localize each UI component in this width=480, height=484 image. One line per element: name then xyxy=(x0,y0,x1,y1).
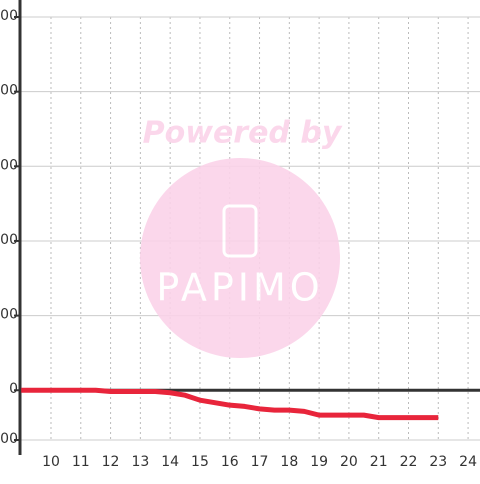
x-tick-label: 15 xyxy=(191,454,209,470)
y-tick-label: 150,000 xyxy=(0,8,18,24)
y-tick-label: 60,000 xyxy=(0,232,18,248)
x-tick-label: 21 xyxy=(370,454,388,470)
x-tick-label: 12 xyxy=(102,454,120,470)
y-tick-label: 120,000 xyxy=(0,83,18,99)
x-tick-label: 23 xyxy=(429,454,447,470)
watermark-phone xyxy=(222,204,258,258)
y-tick-label: -20,000 xyxy=(0,431,18,447)
x-tick-label: 10 xyxy=(42,454,60,470)
x-tick-label: 14 xyxy=(161,454,179,470)
x-tick-label: 17 xyxy=(251,454,269,470)
x-tick-label: 22 xyxy=(400,454,418,470)
y-tick-label: 90,000 xyxy=(0,157,18,173)
watermark: Powered by PAPIMO xyxy=(140,116,343,358)
x-tick-label: 18 xyxy=(280,454,298,470)
y-tick-label: 0 xyxy=(9,381,18,397)
watermark-circle xyxy=(140,158,340,358)
x-tick-label: 13 xyxy=(131,454,149,470)
x-tick-label: 16 xyxy=(221,454,239,470)
watermark-logo: PAPIMO xyxy=(156,266,323,310)
x-tick-label: 11 xyxy=(72,454,90,470)
watermark-text: Powered by xyxy=(143,116,343,151)
y-tick-label: 30,000 xyxy=(0,307,18,323)
data-line xyxy=(21,387,439,421)
x-tick-label: 24 xyxy=(459,454,477,470)
x-tick-label: 19 xyxy=(310,454,328,470)
x-tick-label: 20 xyxy=(340,454,358,470)
